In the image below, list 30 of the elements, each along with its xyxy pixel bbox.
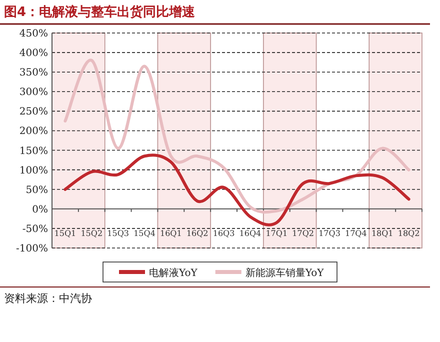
y-tick-label: 250% <box>19 106 48 118</box>
x-tick-label: 17Q4 <box>345 229 367 238</box>
chart-title: 图4：电解液与整车出货同比增速 <box>4 4 196 20</box>
y-tick-label: -100% <box>16 244 48 254</box>
x-tick-label: 17Q2 <box>292 229 314 238</box>
y-tick-label: 50% <box>26 184 48 196</box>
y-tick-label: 200% <box>19 126 48 138</box>
x-tick-label: 16Q1 <box>160 229 182 238</box>
x-tick-label: 16Q4 <box>239 229 262 238</box>
y-tick-label: 400% <box>19 48 48 60</box>
legend-label: 电解液YoY <box>149 267 198 279</box>
x-tick-label: 17Q1 <box>266 229 288 238</box>
x-tick-label: 17Q3 <box>318 229 340 238</box>
y-tick-label: 450% <box>19 28 48 40</box>
y-tick-label: 150% <box>19 146 48 157</box>
y-tick-label: 0% <box>32 204 48 216</box>
y-tick-label: 100% <box>19 165 48 176</box>
text: 资料来源：中汽协 <box>4 292 92 305</box>
y-tick-label: 350% <box>19 68 48 79</box>
y-tick-label: 300% <box>19 87 48 98</box>
x-tick-label: 16Q3 <box>212 229 235 238</box>
x-tick-label: 15Q1 <box>54 229 76 238</box>
x-tick-label: 18Q1 <box>371 229 394 238</box>
x-tick-label: 18Q2 <box>398 229 420 238</box>
x-tick-label: 15Q2 <box>80 229 103 238</box>
y-tick-label: -50% <box>22 224 48 235</box>
x-tick-label: 16Q2 <box>186 229 208 238</box>
x-tick-label: 15Q3 <box>107 229 129 238</box>
legend-label: 新能源车销量YoY <box>245 267 324 279</box>
x-tick-label: 15Q4 <box>134 229 156 238</box>
